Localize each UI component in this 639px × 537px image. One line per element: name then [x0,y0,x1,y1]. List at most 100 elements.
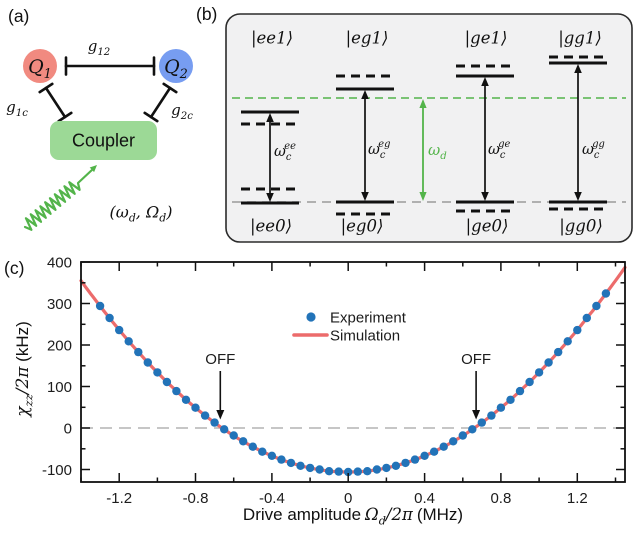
q1-coupler-cap-bottom [57,111,73,123]
drive-wave-arrowhead [89,165,97,173]
off-annotation-label: OFF [461,351,491,368]
coupling-g1c-label: g1c [6,98,28,119]
experiment-dot [181,395,191,404]
q2-coupler-line [149,86,172,119]
state-gg1-label: |gg1⟩ [558,28,602,48]
experiment-dot [277,455,286,464]
qubit1-label: Q1 [28,55,52,82]
experiment-dot [582,313,591,323]
simulation-line [79,265,627,474]
state-eg0-label: |eg0⟩ [340,216,384,236]
experiment-dot [143,358,152,367]
ee-arrowhead-down [266,193,274,202]
coupling-g2c-label: g2c [171,101,193,122]
transition-ge-label: ωcge [488,139,511,161]
ee-arrowhead-up [266,113,274,122]
y-axis-label-unit: (kHz) [13,321,32,362]
experiment-dot [363,467,372,476]
y-axis-label: χzz/2π (kHz) [13,321,36,417]
experiment-dot [305,463,315,473]
x-axis-label-math: Ωd/2π [365,505,413,528]
experiment-dot [286,458,296,468]
experiment-dot [220,425,229,434]
panel-a-label: (a) [8,6,30,26]
state-ee0-label: |ee0⟩ [249,216,293,236]
plot-border [80,261,626,483]
legend-experiment-marker [306,312,316,322]
y-tick-label: 400 [47,255,72,272]
experiment-dot [496,403,506,412]
legend-experiment-label: Experiment [330,310,407,327]
experiment-dot [487,411,496,420]
experiment-dot [153,368,162,377]
x-tick-label: 0.4 [414,490,435,507]
experiment-dot [468,425,477,434]
experiment-dot [267,451,277,460]
eg-arrowhead-up [361,90,369,99]
experiment-dot [439,442,448,451]
coupler-box [50,121,157,160]
q2-coupler-cap-bottom [143,111,159,123]
off-annotation-arrowhead [472,410,481,420]
qubit2-circle [159,49,193,83]
experiment-dot [315,465,324,474]
experiment-dot [229,431,238,440]
drive-parameters-label: (ωd, Ωd) [109,202,173,225]
experiment-dot [515,386,525,396]
experiment-dot [239,437,248,446]
experiment-dot [324,467,334,476]
experiment-dot [391,461,401,470]
x-tick-label: -1.2 [106,490,132,507]
q1-coupler-line [44,86,67,119]
experiment-dot [554,347,563,357]
drive-frequency-label: ωd [428,141,447,162]
gg-arrowhead-up [574,64,582,73]
q2-coupler-cap-top [162,82,178,94]
experiment-dot [525,377,534,387]
ge-arrowhead-up [481,77,489,86]
experiment-dot [563,337,572,346]
state-ge1-label: |ge1⟩ [464,28,508,48]
experiment-dot [458,431,467,440]
experiment-dot [534,368,544,377]
off-annotation-label: OFF [205,351,235,368]
y-tick-label: -100 [42,462,72,479]
transition-ee-label: ωcee [274,141,296,163]
experiment-dot [353,467,362,476]
state-ge0-label: |ge0⟩ [465,216,509,236]
experiment-dot [477,418,486,427]
panel-b-box [225,13,633,243]
experiment-dot [124,337,133,346]
experiment-dot [506,395,515,404]
x-axis-label-text: Drive amplitude [242,505,362,524]
coupler-label: Coupler [71,130,136,150]
drive-wave-squiggle [23,167,95,231]
drive-wave [23,165,97,231]
experiment-dot [115,325,124,335]
experiment-dot [573,325,582,335]
experiment-dot [410,455,420,464]
y-axis-label-math: χzz/2π [13,366,36,417]
experiment-dot [210,418,219,427]
experiment-dot [200,411,210,420]
state-eg1-label: |eg1⟩ [345,28,389,48]
x-tick-label: -0.4 [259,490,285,507]
panel-b-label: (b) [196,4,218,24]
state-gg0-label: |gg0⟩ [559,216,603,236]
experiment-dot [258,447,267,456]
coupling-g12-label: g12 [87,37,111,58]
x-tick-label: -0.8 [183,490,209,507]
experiment-dot [162,377,172,387]
legend-simulation-label: Simulation [330,328,400,345]
transition-gg-label: ωcgg [582,139,605,161]
experiment-dot [134,347,143,357]
experiment-dot [401,458,410,468]
x-tick-label: 1.2 [567,490,588,507]
qubit2-label: Q2 [164,55,188,82]
transition-eg-label: ωceg [368,139,391,161]
chart-content: -1.2 -0.8 -0.4 0 0.4 0.8 1.2 -100 0 100 200 300 400 O… [42,255,627,507]
experiment-dot [382,463,391,473]
experiment-dot [172,386,181,396]
experiment-dot [296,461,305,470]
